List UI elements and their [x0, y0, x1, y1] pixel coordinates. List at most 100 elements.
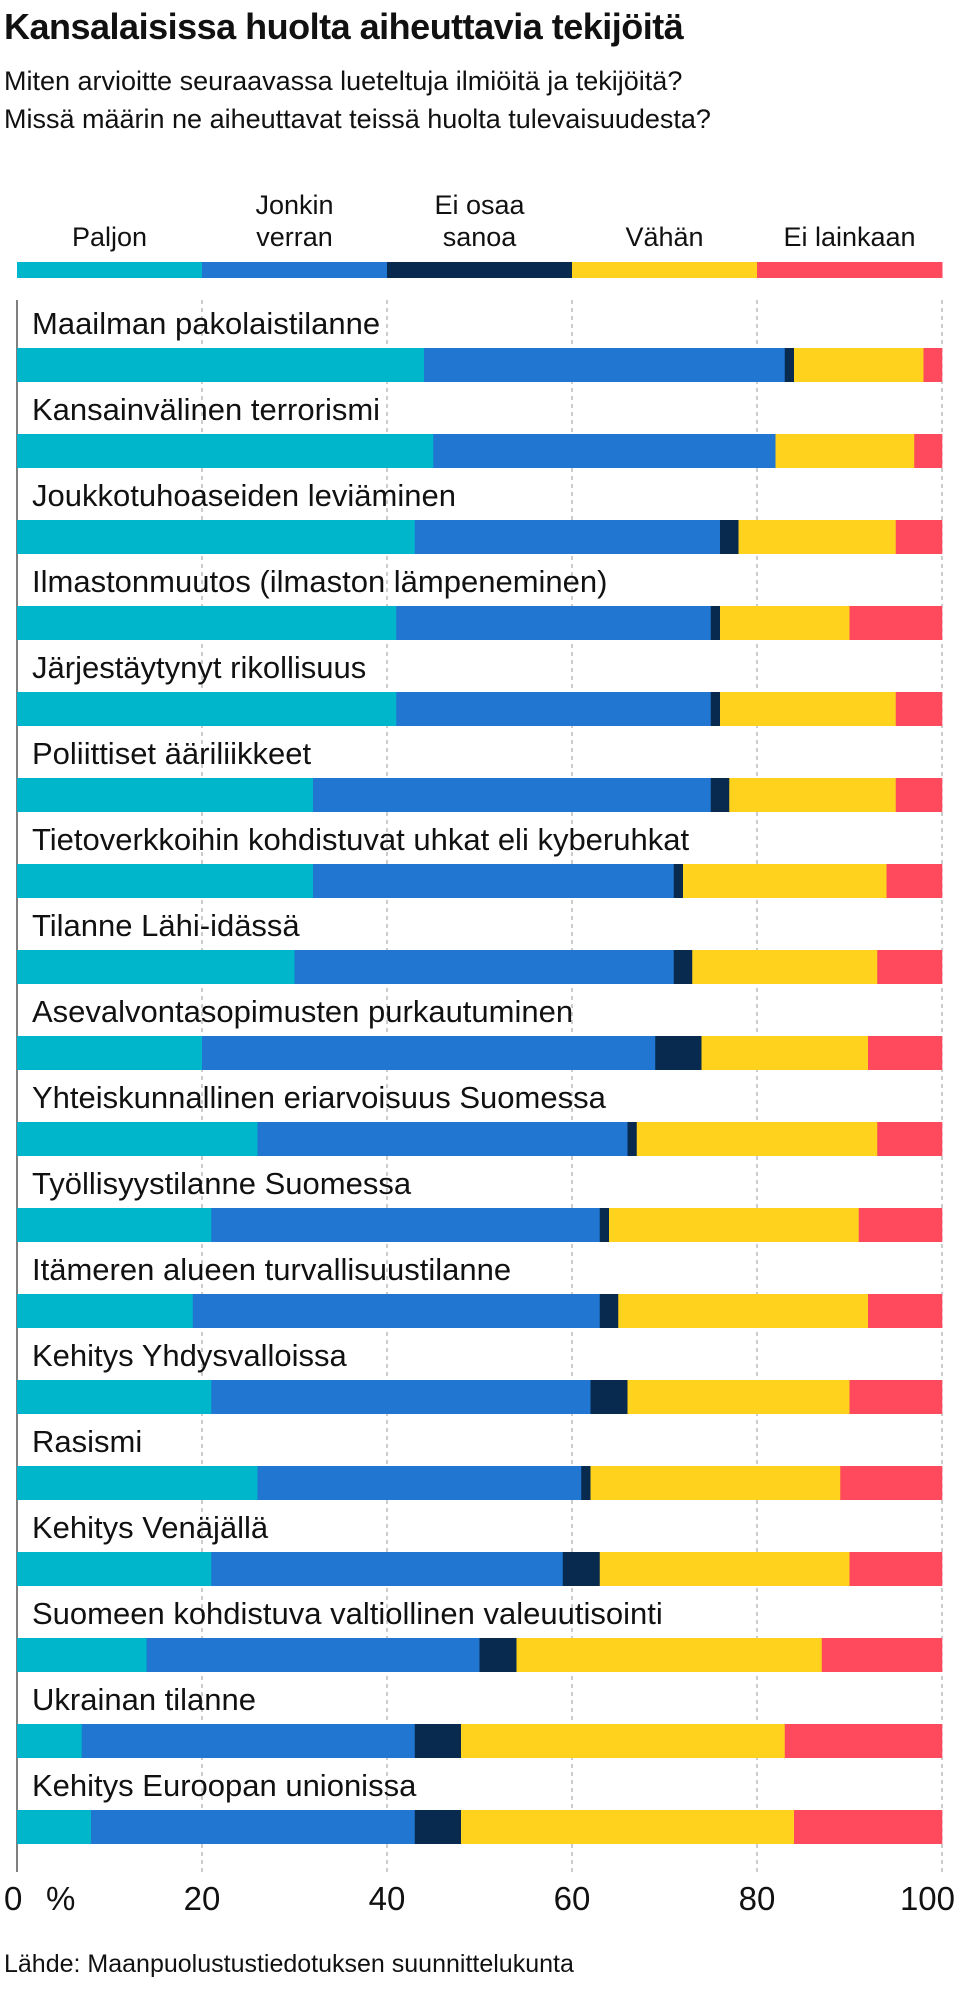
- bar-segment: [886, 864, 943, 898]
- category-label: Tilanne Lähi-idässä: [32, 908, 300, 943]
- bar-segment: [91, 1810, 416, 1844]
- bar-segment: [211, 1380, 591, 1414]
- bar-segment: [17, 1208, 212, 1242]
- bar-segment: [396, 606, 712, 640]
- bar-segment: [257, 1122, 628, 1156]
- bar-segment: [895, 520, 943, 554]
- legend-label: Ei osaa sanoa: [434, 190, 525, 252]
- bar-segment: [17, 1380, 212, 1414]
- bar-segment: [461, 1810, 795, 1844]
- bar-segment: [414, 1724, 462, 1758]
- x-tick-label: 80: [739, 1880, 776, 1917]
- bar-segment: [710, 692, 721, 726]
- legend-label: Paljon: [72, 222, 147, 252]
- bar-segment: [895, 692, 943, 726]
- bar-segment: [701, 1036, 869, 1070]
- legend-swatch: [17, 262, 203, 278]
- x-tick-label: 100: [900, 1880, 955, 1917]
- bar-segment: [211, 1552, 564, 1586]
- bar-segment: [627, 1122, 638, 1156]
- bar-segment: [414, 1810, 462, 1844]
- bar-segment: [294, 950, 675, 984]
- category-label: Yhteiskunnallinen eriarvoisuus Suomessa: [32, 1080, 607, 1115]
- bar-segment: [17, 434, 434, 468]
- bar-segment: [775, 434, 915, 468]
- bar-segment: [562, 1552, 601, 1586]
- category-label: Kansainvälinen terrorismi: [32, 392, 380, 427]
- bar-segment: [17, 1552, 212, 1586]
- bar-segment: [895, 778, 943, 812]
- bar-segment: [858, 1208, 943, 1242]
- bar-segment: [17, 1466, 258, 1500]
- bar-segment: [599, 1208, 610, 1242]
- bar-segment: [581, 1466, 591, 1500]
- bar-segment: [655, 1036, 702, 1070]
- legend-label: Jonkin verran: [255, 190, 333, 252]
- bar-segment: [692, 950, 878, 984]
- bar-segment: [461, 1724, 786, 1758]
- bar-segment: [821, 1638, 943, 1672]
- bar-segment: [784, 1724, 943, 1758]
- bar-segment: [849, 606, 943, 640]
- bar-segment: [433, 434, 776, 468]
- bar-segment: [877, 950, 943, 984]
- chart-subtitle: Miten arvioitte seuraavassa lueteltuja i…: [4, 66, 711, 134]
- bar-segment: [396, 692, 712, 726]
- bar-segment: [192, 1294, 601, 1328]
- bar-segment: [202, 1036, 656, 1070]
- bar-segment: [794, 348, 924, 382]
- legend-swatch: [757, 262, 943, 278]
- legend-label: Vähän: [625, 222, 703, 252]
- category-label: Poliittiset ääriliikkeet: [32, 736, 311, 771]
- source-note: Lähde: Maanpuolustustiedotuksen suunnitt…: [4, 1950, 574, 1978]
- bar-segment: [313, 778, 712, 812]
- bar-segment: [424, 348, 786, 382]
- bar-segment: [673, 950, 693, 984]
- bar-segment: [720, 520, 739, 554]
- category-label: Rasismi: [32, 1424, 142, 1459]
- category-label: Itämeren alueen turvallisuustilanne: [32, 1252, 511, 1287]
- bar-segment: [599, 1294, 619, 1328]
- bar-segment: [17, 520, 416, 554]
- bar-segment: [17, 1036, 203, 1070]
- category-label: Joukkotuhoaseiden leviäminen: [32, 478, 456, 513]
- bar-segment: [868, 1294, 943, 1328]
- bar-segment: [17, 1294, 194, 1328]
- category-label: Kehitys Venäjällä: [32, 1510, 269, 1545]
- x-tick-label: 20: [184, 1880, 221, 1917]
- bar-segment: [683, 864, 887, 898]
- bar-segment: [923, 348, 943, 382]
- bar-segment: [840, 1466, 943, 1500]
- bar-segment: [211, 1208, 601, 1242]
- bar-segment: [710, 778, 730, 812]
- bar-segment: [313, 864, 675, 898]
- bar-segment: [590, 1466, 841, 1500]
- bar-segment: [590, 1380, 628, 1414]
- category-label: Ukrainan tilanne: [32, 1682, 256, 1717]
- bar-segment: [794, 1810, 943, 1844]
- bar-segment: [673, 864, 684, 898]
- category-label: Kehitys Euroopan unionissa: [32, 1768, 417, 1803]
- bar-segment: [784, 348, 795, 382]
- bar-segment: [17, 1724, 83, 1758]
- bar-segment: [877, 1122, 943, 1156]
- bar-segment: [720, 692, 897, 726]
- category-label: Suomeen kohdistuva valtiollinen valeuuti…: [32, 1596, 663, 1631]
- category-label: Työllisyystilanne Suomessa: [32, 1166, 412, 1201]
- legend-swatch: [387, 262, 573, 278]
- bar-segment: [17, 1638, 147, 1672]
- bar-segment: [17, 348, 425, 382]
- bar-segment: [17, 692, 397, 726]
- bar-segment: [738, 520, 897, 554]
- bar-segment: [710, 606, 721, 640]
- legend-label: Ei lainkaan: [783, 222, 915, 252]
- bar-segment: [17, 778, 314, 812]
- bar-segment: [868, 1036, 943, 1070]
- x-tick-label: 60: [554, 1880, 591, 1917]
- legend-swatch: [202, 262, 388, 278]
- bar-segment: [849, 1552, 943, 1586]
- legend-swatch: [572, 262, 758, 278]
- bar-segment: [17, 864, 314, 898]
- bar-segment: [81, 1724, 416, 1758]
